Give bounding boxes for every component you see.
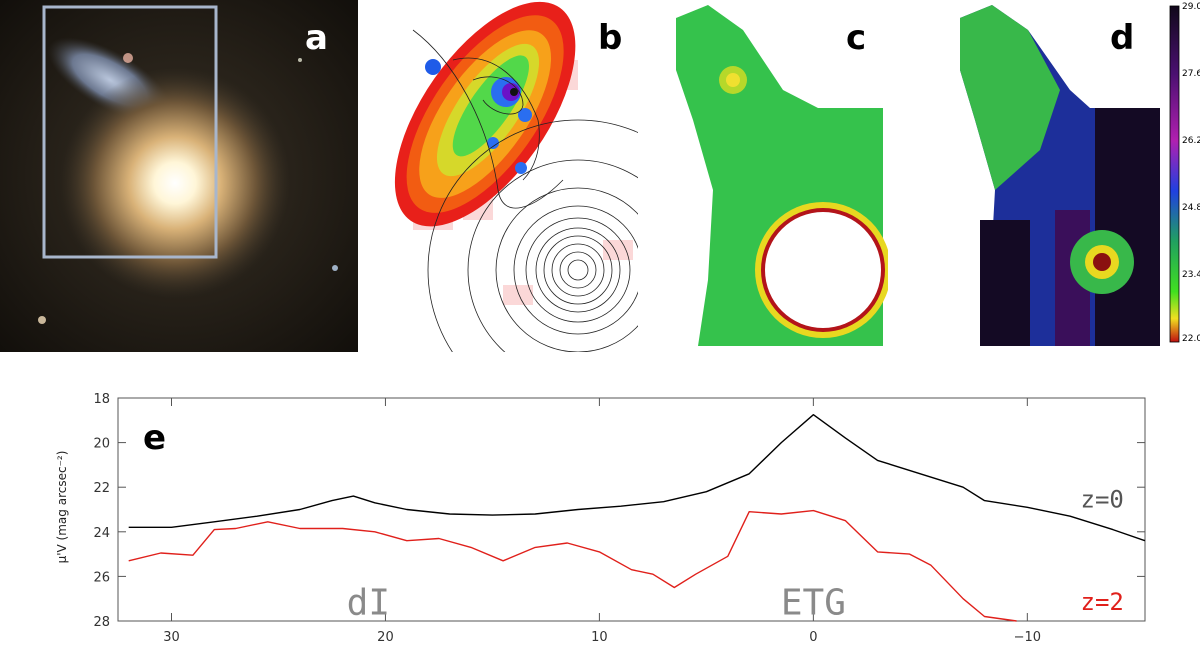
panel-b-contour-map: b	[393, 0, 638, 352]
colorbar-tick: 29.0	[1182, 2, 1200, 12]
color-image-svg	[0, 0, 358, 352]
plot-frame	[117, 397, 1146, 622]
colorbar-tick: 27.6	[1182, 69, 1200, 79]
panel-c-surface-brightness-map: c	[668, 0, 888, 352]
early-type-galaxy	[60, 68, 290, 298]
panel-a-color-image: a	[0, 0, 358, 352]
colorbar-tick: 26.2	[1182, 136, 1200, 146]
sb-map-d-svg	[960, 5, 1180, 346]
y-tick-label: 24	[93, 526, 110, 541]
y-tick-label: 20	[93, 437, 110, 452]
x-tick-label: 0	[809, 630, 817, 645]
y-tick-label: 18	[93, 392, 110, 407]
field-star	[332, 265, 338, 271]
x-tick-label: 10	[591, 630, 608, 645]
dark-region-right	[1095, 108, 1160, 346]
chart-axes: 18 20 22 24 26 28 30 20 10 0 −10	[93, 392, 1146, 645]
y-tick-label: 26	[93, 570, 110, 585]
x-tick-label: 30	[163, 630, 180, 645]
sb-map-c-svg	[676, 5, 888, 346]
x-tick-label: 20	[377, 630, 394, 645]
y-tick-label: 22	[93, 481, 110, 496]
x-tick-label: −10	[1014, 630, 1041, 645]
knot-core	[1093, 253, 1111, 271]
y-axis-label: μ'V (mag arcsec⁻²)	[55, 450, 69, 564]
knot-core	[726, 73, 740, 87]
selection-box	[42, 5, 218, 259]
knot-blob	[123, 53, 133, 63]
field-star	[38, 316, 46, 324]
series-line-z=2	[128, 509, 1017, 622]
contour-map-svg	[393, 0, 638, 352]
field-star	[298, 58, 302, 62]
y-tick-label: 28	[93, 615, 110, 630]
panel-letter-b: b	[598, 18, 623, 58]
panel-letter-a: a	[305, 18, 328, 58]
dark-region-left	[980, 220, 1030, 346]
upper-green-region	[960, 5, 1060, 190]
masked-etg-core	[765, 212, 881, 328]
annotation-label: z=0	[1081, 485, 1124, 513]
colorbar-tick: 22.0	[1182, 334, 1200, 344]
panel-letter-e: e	[143, 418, 167, 458]
colorbar-tick: 24.8	[1182, 203, 1200, 213]
series-line-z=0	[128, 414, 1146, 542]
profile-chart: 18 20 22 24 26 28 30 20 10 0 −10 dI ETG z=0 z=2	[93, 392, 1146, 645]
chart-series	[128, 414, 1146, 622]
annotation-label: z=2	[1081, 588, 1124, 616]
panel-letter-c: c	[846, 18, 867, 58]
annotation-label: ETG	[781, 582, 846, 623]
colorbar-tick: 23.4	[1182, 270, 1200, 280]
colorbar	[1169, 5, 1180, 343]
isophote-contours	[412, 29, 638, 352]
panel-letter-d: d	[1110, 18, 1135, 58]
chart-annotations: dI ETG z=0 z=2	[347, 485, 1124, 623]
panel-d-surface-brightness-map: d 29.0 27.6 26.2 24.8 23.4 22.0	[950, 0, 1200, 352]
annotation-label: dI	[347, 582, 390, 623]
